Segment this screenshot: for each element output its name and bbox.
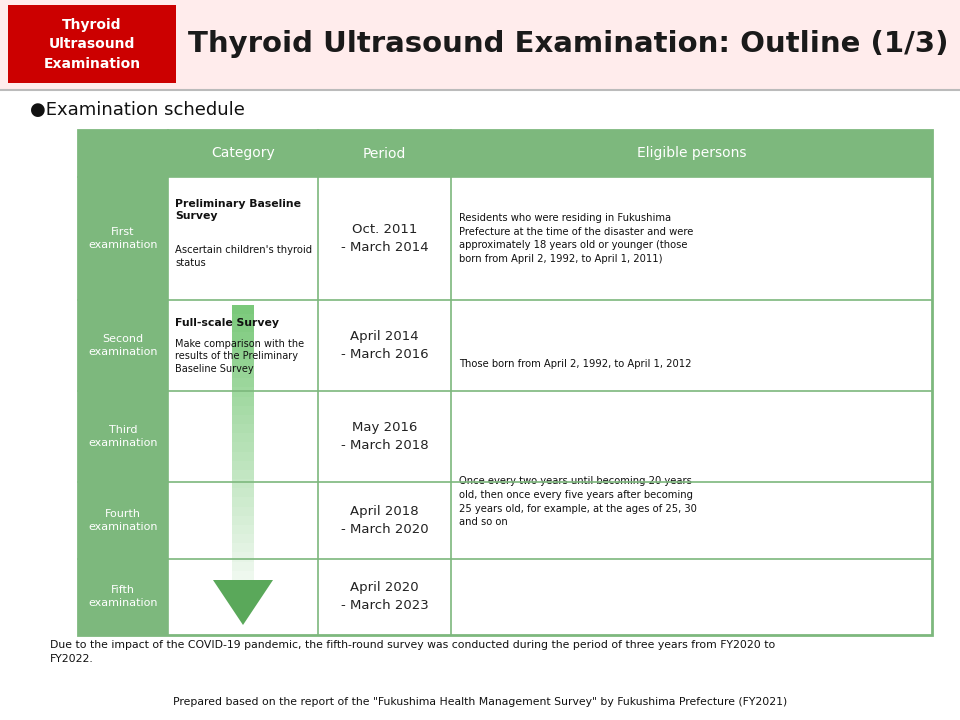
Bar [232,525,254,534]
Text: Thyroid
Ultrasound
Examination: Thyroid Ultrasound Examination [43,17,140,71]
Bar [232,507,254,516]
Bar [232,369,254,378]
Bar [451,177,932,300]
Text: Fourth
examination: Fourth examination [88,509,157,532]
Bar [232,534,254,544]
Text: Thyroid Ultrasound Examination: Outline (1/3): Thyroid Ultrasound Examination: Outline … [188,30,948,58]
Bar [451,300,932,391]
Bar [78,130,932,635]
Bar [232,544,254,552]
Bar [232,442,254,451]
Bar [232,406,254,415]
Bar [232,461,254,470]
Bar [78,177,168,300]
Bar [232,305,254,314]
Bar [232,415,254,424]
Bar [232,470,254,479]
Text: Third
examination: Third examination [88,425,157,449]
Bar [168,482,318,559]
Text: Full-scale Survey: Full-scale Survey [175,318,279,328]
Bar [232,397,254,406]
Bar [232,424,254,433]
Text: April 2020
- March 2023: April 2020 - March 2023 [341,581,428,612]
Text: Period: Period [363,146,406,161]
Bar [232,433,254,442]
Text: Second
examination: Second examination [88,334,157,357]
Text: Oct. 2011
- March 2014: Oct. 2011 - March 2014 [341,223,428,254]
Bar [232,498,254,507]
Bar [232,387,254,397]
Bar [318,300,451,391]
Bar [318,391,451,482]
Text: Eligible persons: Eligible persons [636,146,746,161]
Bar [168,391,318,482]
Bar [318,177,451,300]
Bar [232,571,254,580]
Text: April 2014
- March 2016: April 2014 - March 2016 [341,330,428,361]
Bar [232,552,254,562]
Bar [232,341,254,351]
Bar [232,516,254,525]
Text: Make comparison with the
results of the Preliminary
Baseline Survey: Make comparison with the results of the … [175,338,304,374]
Bar [318,482,451,559]
Polygon shape [213,580,273,625]
Bar [78,300,168,391]
Bar [451,559,932,635]
Bar [318,559,451,635]
Text: May 2016
- March 2018: May 2016 - March 2018 [341,421,428,452]
Bar [78,130,932,635]
Bar [232,351,254,360]
Bar [232,378,254,387]
Text: Those born from April 2, 1992, to April 1, 2012: Those born from April 2, 1992, to April … [459,359,691,369]
Bar [232,323,254,333]
Text: Prepared based on the report of the "Fukushima Health Management Survey" by Fuku: Prepared based on the report of the "Fuk… [173,697,787,707]
Bar [232,314,254,323]
Bar [78,559,168,635]
Bar [232,360,254,369]
Text: Preliminary Baseline
Survey: Preliminary Baseline Survey [175,199,301,221]
Text: Due to the impact of the COVID-19 pandemic, the fifth-round survey was conducted: Due to the impact of the COVID-19 pandem… [50,640,776,664]
Bar [232,562,254,571]
Bar [232,479,254,488]
Bar [168,177,318,300]
Bar [232,451,254,461]
Bar [78,482,168,559]
Bar [78,391,168,482]
Bar [232,333,254,341]
Bar [232,488,254,498]
Text: Once every two years until becoming 20 years
old, then once every five years aft: Once every two years until becoming 20 y… [459,477,697,527]
Text: Residents who were residing in Fukushima
Prefecture at the time of the disaster : Residents who were residing in Fukushima… [459,213,693,264]
Text: Ascertain children's thyroid
status: Ascertain children's thyroid status [175,246,312,269]
Text: April 2018
- March 2020: April 2018 - March 2020 [341,505,428,536]
Bar [451,482,932,559]
Bar [0,0,960,90]
Text: First
examination: First examination [88,227,157,250]
Bar [168,300,318,391]
Bar [168,559,318,635]
Text: ●Examination schedule: ●Examination schedule [30,101,245,119]
Text: Category: Category [211,146,275,161]
Bar [78,130,932,177]
Text: Fifth
examination: Fifth examination [88,585,157,608]
Bar [8,5,176,83]
Bar [451,391,932,482]
